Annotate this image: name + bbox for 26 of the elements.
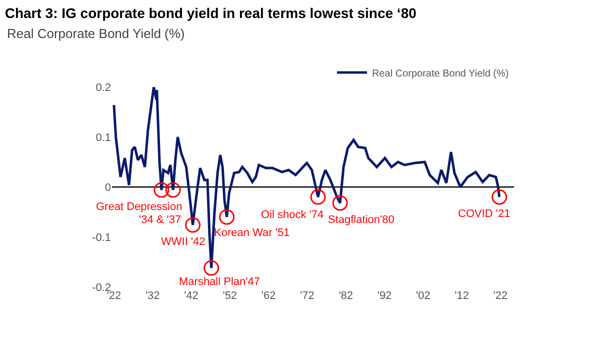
- annotation: Great Depression: [96, 201, 182, 213]
- annotation: Korean War '51: [214, 227, 290, 239]
- x-tick-label: '22: [493, 290, 508, 302]
- annotation: COVID '21: [458, 208, 510, 220]
- chart-title: Chart 3: IG corporate bond yield in real terms lowest since ‘80: [4, 4, 417, 21]
- x-tick-label: '82: [338, 290, 354, 302]
- y-tick-label: -0.1: [92, 232, 111, 244]
- annotation: Oil shock '74: [261, 209, 324, 221]
- x-tick-label: '52: [222, 290, 238, 302]
- annotation: Marshall Plan'47: [179, 276, 260, 288]
- legend-label: Real Corporate Bond Yield (%): [372, 68, 509, 80]
- annotation: WWII '42: [161, 236, 206, 248]
- x-tick-label: '22: [106, 290, 122, 302]
- x-tick-label: '42: [184, 290, 198, 302]
- y-tick-label: 0.2: [96, 82, 111, 94]
- annotation: Stagflation'80: [328, 214, 394, 226]
- chart-subtitle: Real Corporate Bond Yield (%): [7, 26, 185, 41]
- y-tick-label: 0.1: [96, 132, 111, 144]
- x-tick-label: '32: [145, 290, 160, 302]
- x-tick-label: '72: [300, 290, 314, 302]
- y-tick-label: 0: [104, 182, 111, 194]
- annotation: '34 & '37: [139, 214, 182, 226]
- x-tick-label: '02: [416, 290, 430, 302]
- x-tick-label: '12: [454, 290, 469, 302]
- x-tick-label: '92: [377, 290, 392, 302]
- x-tick-label: '62: [261, 290, 276, 302]
